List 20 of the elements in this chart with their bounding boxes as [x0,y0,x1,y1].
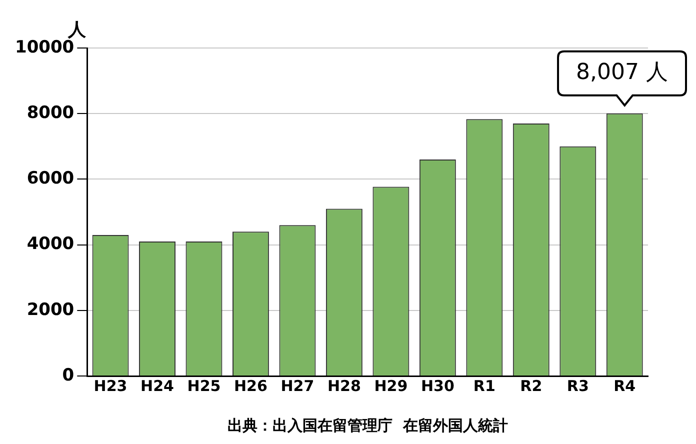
x-tick-label: R3 [566,376,589,395]
y-tick-label: 8000 [26,103,74,124]
x-tick-label: R4 [614,376,636,395]
y-tick-label: 4000 [26,234,74,254]
x-tick-label: H26 [234,376,268,395]
annotation: 8,007 人 [576,60,668,86]
y-tick-label: 6000 [26,168,74,189]
x-tick-label: H24 [140,376,174,395]
y-tick-label: 0 [62,365,74,386]
source-note: 出典：出入国在留管理庁 在留外国人統計 [227,416,508,434]
x-tick-label: R2 [520,376,542,395]
y-tick-label: 2000 [26,300,74,320]
y-axis-title: 人 [67,20,88,41]
x-tick-label: H27 [280,376,314,395]
x-tick-label: H28 [327,376,361,395]
x-tick-label: H25 [187,376,221,395]
x-tick-label: H30 [420,376,454,395]
x-tick-label: R1 [473,376,496,395]
x-tick-label: H23 [94,376,128,395]
x-tick-label: H29 [374,376,408,395]
